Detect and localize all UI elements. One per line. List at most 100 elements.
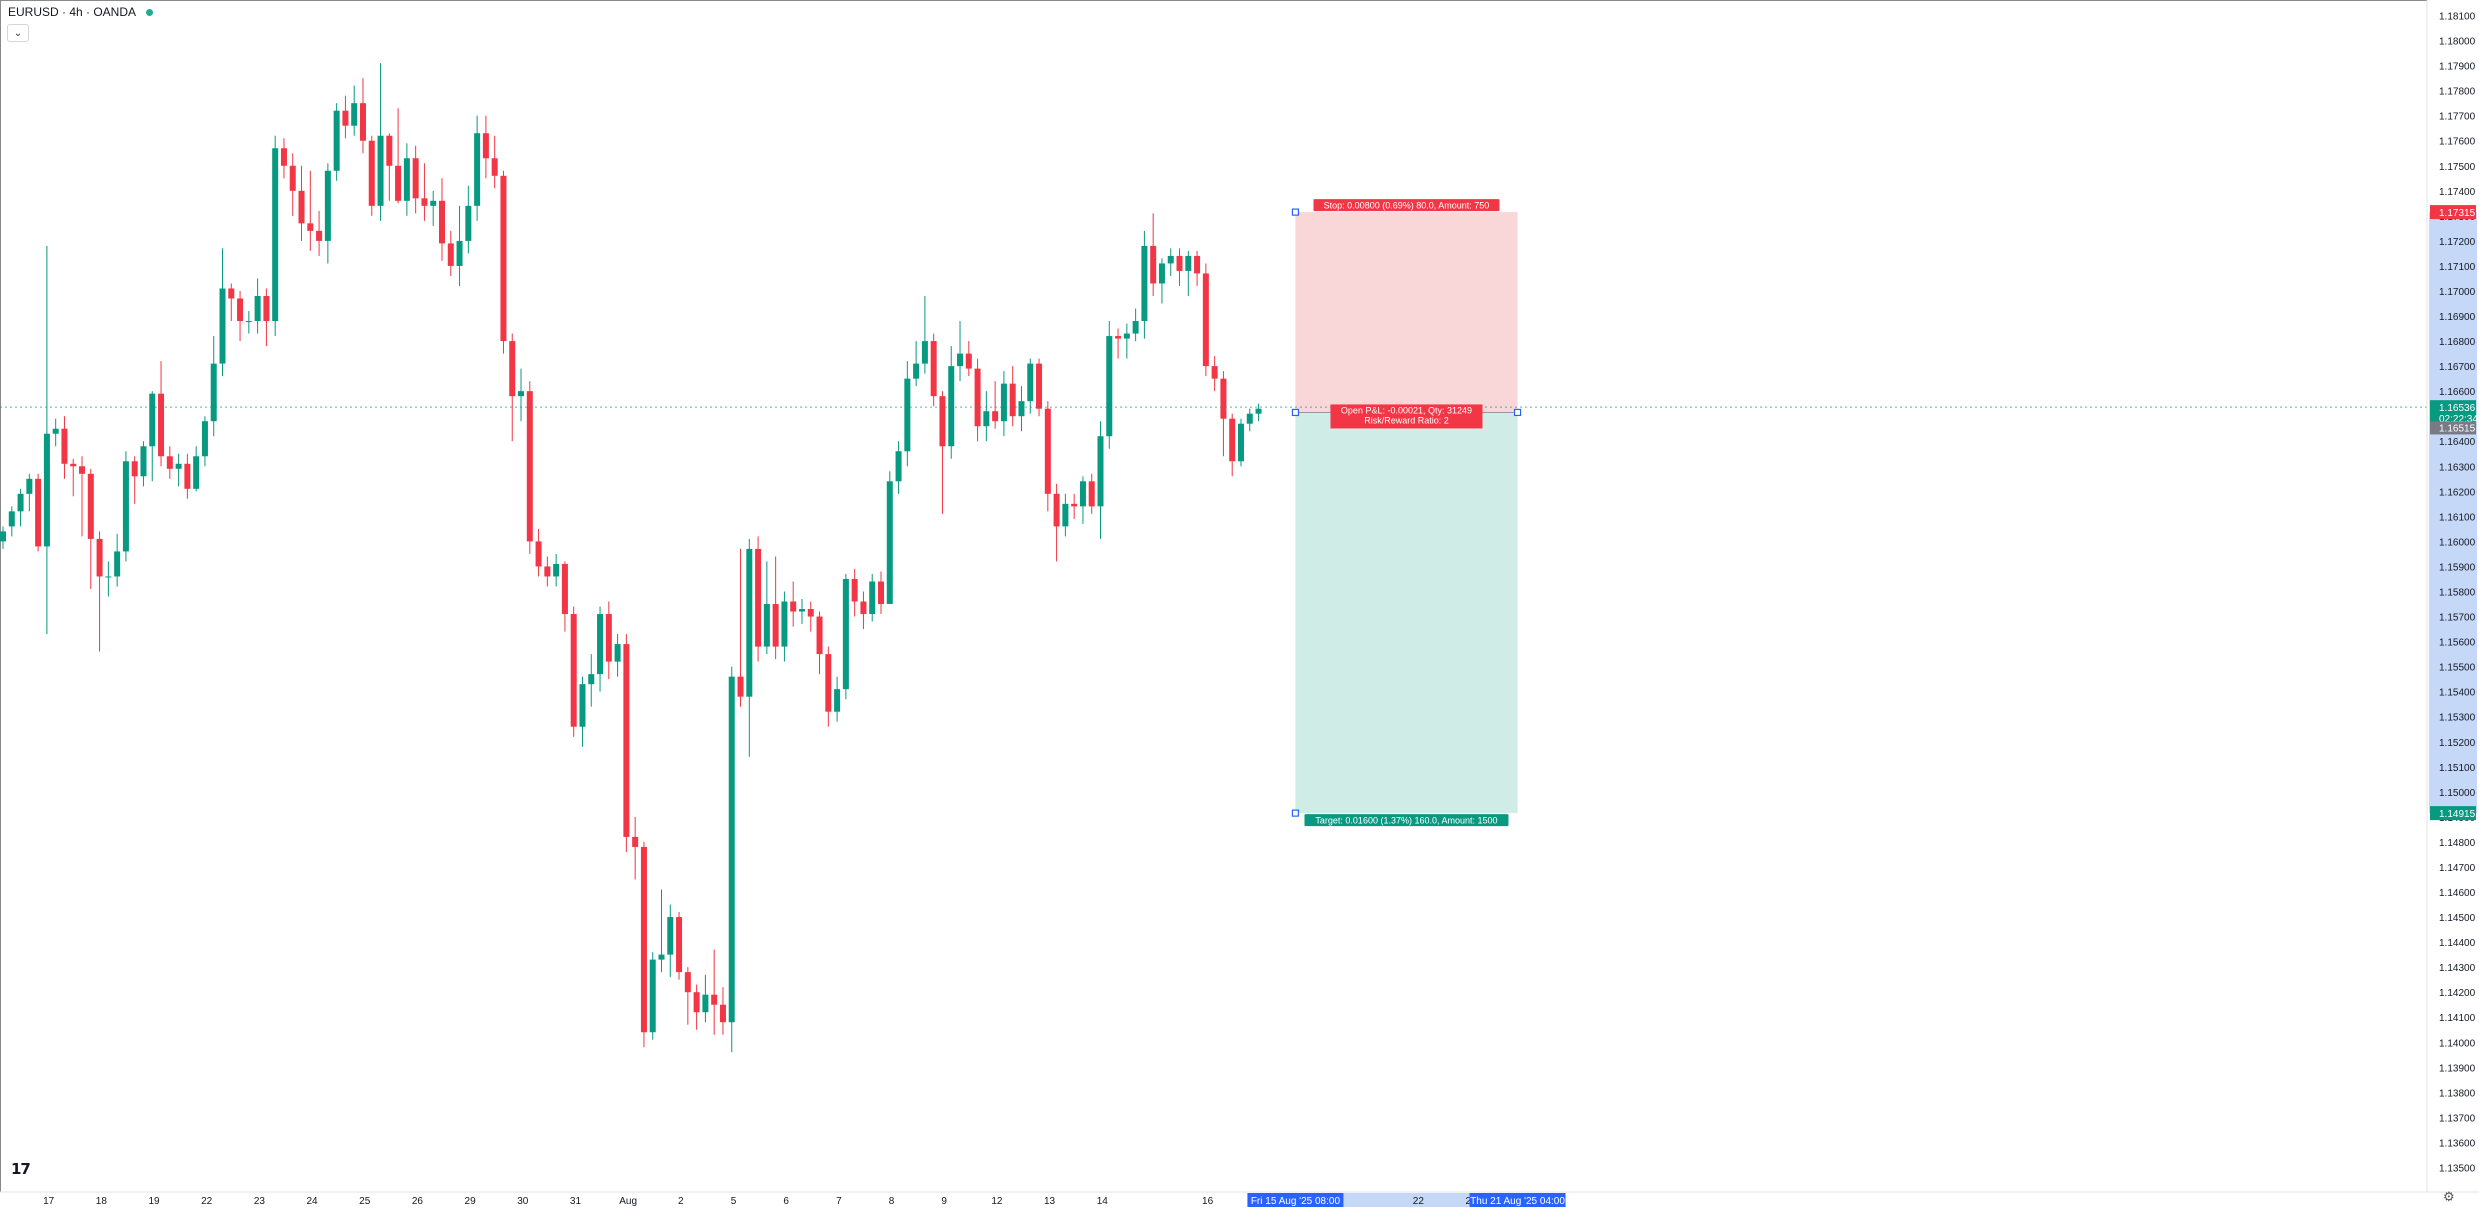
price-tick-label: 1.16000 <box>2439 537 2476 548</box>
candle-body <box>491 158 498 176</box>
candle-body <box>333 110 340 171</box>
candle-body <box>965 353 972 369</box>
price-tick-label: 1.15700 <box>2439 613 2476 624</box>
price-tick-label: 1.17800 <box>2439 87 2476 98</box>
candle-body <box>930 341 937 397</box>
candle-body <box>553 563 560 577</box>
candle-body <box>1115 336 1122 339</box>
risk-reward-label: Risk/Reward Ratio: 2 <box>1364 415 1449 425</box>
candle-body <box>509 341 516 397</box>
stop-price-axis-label: 1.17315 <box>2439 208 2476 219</box>
candle-body <box>210 363 217 422</box>
candle-body <box>614 644 621 662</box>
candle-body <box>1158 263 1165 284</box>
candle-body <box>1097 436 1104 507</box>
candle-body <box>1071 503 1078 507</box>
candle-body <box>201 421 208 457</box>
price-tick-label: 1.18000 <box>2439 37 2476 48</box>
collapse-legend-button[interactable]: ⌄ <box>7 24 29 42</box>
position-zones <box>1295 212 1518 814</box>
candle-body <box>228 288 235 299</box>
candle-body <box>1229 418 1236 462</box>
candle-body <box>149 393 156 447</box>
symbol-title[interactable]: EURUSD · 4h · OANDA <box>8 5 154 19</box>
candle-body <box>70 463 77 467</box>
candle-body <box>403 158 410 201</box>
price-tick-label: 1.16200 <box>2439 487 2476 498</box>
candle-body <box>96 538 103 577</box>
candle-body <box>0 531 6 542</box>
candle-body <box>1141 245 1148 322</box>
candle-body <box>421 198 428 206</box>
time-tick-label: 5 <box>731 1196 737 1207</box>
time-tick-label: 29 <box>465 1196 477 1207</box>
candle-body <box>790 601 797 612</box>
candle-body <box>895 451 902 482</box>
candle-body <box>1044 408 1051 494</box>
pnl-label: Open P&L: -0.00021, Qty: 31249 <box>1341 405 1472 415</box>
candle-body <box>17 493 24 512</box>
candle-body <box>842 578 849 690</box>
candle-body <box>667 917 674 955</box>
candle-body <box>105 576 112 578</box>
candle-body <box>623 644 630 837</box>
tradingview-logo-icon[interactable]: 17 <box>11 1160 31 1178</box>
candle-body <box>26 478 33 494</box>
candle-body <box>184 463 191 489</box>
time-tick-label: 9 <box>941 1196 947 1207</box>
candle-body <box>1167 255 1174 264</box>
price-tick-label: 1.15100 <box>2439 763 2476 774</box>
target-label-bg <box>1304 814 1509 827</box>
price-tick-label: 1.18100 <box>2439 12 2476 23</box>
stop-loss-zone <box>1295 212 1518 413</box>
price-tick-label: 1.15900 <box>2439 562 2476 573</box>
candle-body <box>342 110 349 126</box>
candle-body <box>834 689 841 712</box>
candle-body <box>359 103 366 141</box>
candle-body <box>1000 383 1007 422</box>
secondary-price-axis-bg <box>2430 421 2476 435</box>
stop-label: Stop: 0.00800 (0.69%) 80.0, Amount: 750 <box>1324 201 1490 211</box>
candle-body <box>579 684 586 727</box>
candle-body <box>439 200 445 244</box>
position-drag-handle[interactable] <box>1291 809 1300 817</box>
settings-icon[interactable]: ⚙ <box>2443 1189 2455 1204</box>
candle-body <box>1211 366 1218 379</box>
candle-body <box>825 654 832 712</box>
time-tick-label: 8 <box>889 1196 895 1207</box>
candle-body <box>1202 273 1209 367</box>
price-tick-label: 1.17200 <box>2439 237 2476 248</box>
price-tick-label: 1.15500 <box>2439 663 2476 674</box>
position-drag-handle[interactable] <box>1291 208 1300 216</box>
price-tick-label: 1.14200 <box>2439 988 2476 999</box>
candle-body <box>983 411 990 427</box>
position-drag-handle[interactable] <box>1291 408 1300 417</box>
candle-body <box>1088 481 1095 507</box>
price-tick-label: 1.13800 <box>2439 1088 2476 1099</box>
position-drag-handle[interactable] <box>1513 408 1522 417</box>
candle-body <box>1123 333 1130 339</box>
time-tick-label: 18 <box>96 1196 108 1207</box>
bar-countdown-label: 02:22:34 <box>2439 414 2478 425</box>
candle-body <box>1036 363 1043 409</box>
range-start-time-label: Fri 15 Aug '25 08:00 <box>1251 1196 1341 1207</box>
price-tick-label: 1.13900 <box>2439 1063 2476 1074</box>
candle-body <box>772 604 779 647</box>
price-tick-label: 1.17100 <box>2439 262 2476 273</box>
market-open-dot-icon <box>146 8 154 16</box>
candle-body <box>351 103 358 126</box>
overlay-layer: Stop: 0.00800 (0.69%) 80.0, Amount: 750 T… <box>0 199 2427 827</box>
candle-body <box>254 295 261 322</box>
price-tick-label: 1.15000 <box>2439 788 2476 799</box>
candle-body <box>456 240 463 266</box>
candle-body <box>140 446 147 477</box>
time-tick-label: 17 <box>43 1196 55 1207</box>
pnl-label-bg <box>1330 404 1483 429</box>
stop-label-bg <box>1313 199 1500 212</box>
stop-price-axis-label-bg <box>2430 205 2476 220</box>
candle-body <box>1079 481 1086 507</box>
candle-body <box>1246 413 1253 424</box>
candle-body <box>1027 363 1034 402</box>
time-tick-label: 30 <box>517 1196 529 1207</box>
